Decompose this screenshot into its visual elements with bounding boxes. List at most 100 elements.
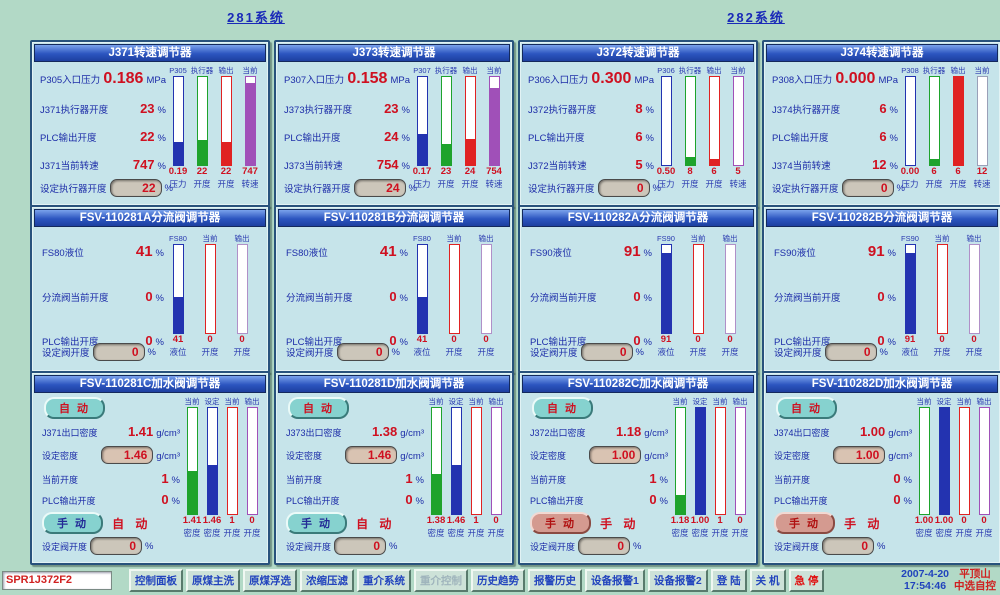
reading-label: 分流阀当前开度 bbox=[42, 293, 109, 304]
toolbar-button-10[interactable]: 设备报警2 bbox=[647, 568, 708, 592]
bar-value: 1.41 bbox=[182, 515, 202, 526]
bar-indicator: 当前 1.00 密度 bbox=[914, 396, 934, 539]
manual-mode-button[interactable]: 手 动 bbox=[774, 512, 836, 534]
bar-value: 1 bbox=[229, 515, 235, 526]
toolbar-button-13[interactable]: 急 停 bbox=[788, 568, 825, 592]
bar-value: 0 bbox=[971, 334, 977, 345]
panel-title: FSV-110281A分流阀调节器 bbox=[34, 209, 266, 227]
bar-top-label: 当前 bbox=[934, 234, 950, 243]
setpoint-unit: % bbox=[145, 540, 154, 552]
bar-value: 0.00 bbox=[900, 166, 920, 177]
panel-j374-speed: J374转速调节器 P308入口压力 0.000 MPa J374执行器开度 6% PLC输… bbox=[762, 40, 1000, 207]
panel-title: FSV-110281B分流阀调节器 bbox=[278, 209, 510, 227]
toolbar-button-8[interactable]: 报警历史 bbox=[528, 568, 582, 592]
setpoint-input[interactable]: 0 bbox=[90, 537, 143, 555]
reading-unit: MPa bbox=[878, 75, 898, 86]
toolbar-button-9[interactable]: 设备报警1 bbox=[585, 568, 645, 592]
bar-track bbox=[708, 76, 720, 166]
reading-label: PLC输出开度 bbox=[772, 133, 829, 144]
density-setpoint-input[interactable]: 1.00 bbox=[833, 446, 886, 464]
manual-mode-button[interactable]: 手 动 bbox=[530, 512, 592, 534]
bar-value: 0 bbox=[939, 334, 945, 345]
setpoint-input[interactable]: 0 bbox=[92, 343, 145, 361]
auto-mode-button[interactable]: 自 动 bbox=[532, 397, 594, 419]
reading-label: PLC输出开度 bbox=[42, 496, 96, 506]
reading-label: P306入口压力 bbox=[528, 75, 589, 86]
bar-top-label: 当前 bbox=[974, 66, 990, 75]
bar-fill bbox=[465, 139, 475, 165]
auto-mode-button[interactable]: 自 动 bbox=[44, 397, 106, 419]
density-setpoint-input[interactable]: 1.46 bbox=[101, 446, 154, 464]
bar-bottom-label: 开度 bbox=[933, 347, 951, 357]
setpoint-input[interactable]: 0 bbox=[822, 537, 875, 555]
density-setpoint-input[interactable]: 1.46 bbox=[345, 446, 398, 464]
toolbar-button-12[interactable]: 关 机 bbox=[749, 568, 786, 592]
reading-unit: g/cm³ bbox=[156, 428, 180, 439]
reading-row: J374当前转速 12% bbox=[772, 157, 898, 172]
bar-value: 1.46 bbox=[202, 515, 222, 526]
setpoint-input[interactable]: 0 bbox=[578, 537, 631, 555]
bar-track bbox=[416, 244, 428, 334]
setpoint-input[interactable]: 24 bbox=[353, 179, 406, 197]
reading-unit: % bbox=[157, 105, 166, 116]
panel-title: FSV-110281D加水阀调节器 bbox=[278, 375, 510, 393]
toolbar-button-6[interactable]: 重介控制 bbox=[414, 568, 468, 592]
bar-top-label: 输出 bbox=[976, 397, 992, 406]
reading-unit: % bbox=[903, 496, 912, 507]
panel-body: 自 动 J372出口密度 1.18 g/cm³ 设定密度 1.00 g/cm³ 当前开度 1% P… bbox=[522, 393, 754, 561]
setpoint-input[interactable]: 0 bbox=[824, 343, 877, 361]
reading-value: 0.158 bbox=[347, 70, 388, 87]
reading-value: 0 bbox=[389, 333, 397, 348]
bar-indicator: 执行器 23 开度 bbox=[434, 65, 458, 190]
bar-indicator: 当前 0 开度 bbox=[682, 233, 714, 358]
setpoint-row: 设定阀开度 0% bbox=[530, 343, 644, 361]
setpoint-input[interactable]: 0 bbox=[841, 179, 894, 197]
panel-fsv-110281d: FSV-110281D加水阀调节器自 动 J373出口密度 1.38 g/cm³ 设定密… bbox=[274, 371, 514, 565]
setpoint-unit: % bbox=[877, 540, 886, 552]
bar-track bbox=[450, 407, 462, 515]
setpoint-input[interactable]: 0 bbox=[334, 537, 387, 555]
brand-line2: 中选自控 bbox=[954, 580, 996, 592]
bar-fill bbox=[929, 158, 939, 165]
toolbar-button-7[interactable]: 历史趋势 bbox=[471, 568, 525, 592]
bar-indicator: 执行器 6 开度 bbox=[922, 65, 946, 190]
setpoint-input[interactable]: 0 bbox=[597, 179, 650, 197]
page-tag-input[interactable]: SPR1J372F2 bbox=[2, 570, 112, 590]
bar-top-label: 当前 bbox=[956, 397, 972, 406]
reading-label: PLC输出开度 bbox=[286, 337, 343, 348]
setpoint-label: 设定阀开度 bbox=[42, 348, 90, 359]
toolbar-button-3[interactable]: 原煤浮选 bbox=[243, 568, 297, 592]
bar-value: 1.38 bbox=[426, 515, 446, 526]
setpoint-input[interactable]: 0 bbox=[580, 343, 633, 361]
reading-value: 0 bbox=[389, 289, 397, 304]
bar-track bbox=[172, 76, 184, 166]
bar-indicator: 输出 6 开度 bbox=[702, 65, 726, 190]
bar-value: 0.19 bbox=[168, 166, 188, 177]
bar-indicator: 执行器 8 开度 bbox=[678, 65, 702, 190]
manual-mode-button[interactable]: 手 动 bbox=[42, 512, 104, 534]
reading-value: 6 bbox=[635, 129, 643, 144]
manual-mode-button[interactable]: 手 动 bbox=[286, 512, 348, 534]
toolbar-button-1[interactable]: 控制面板 bbox=[129, 568, 183, 592]
bar-top-label: 执行器 bbox=[922, 66, 946, 75]
toolbar-button-4[interactable]: 浓缩压滤 bbox=[300, 568, 354, 592]
bar-bottom-label: 液位 bbox=[657, 347, 675, 357]
auto-mode-button[interactable]: 自 动 bbox=[776, 397, 838, 419]
toolbar-button-2[interactable]: 原煤主洗 bbox=[186, 568, 240, 592]
bar-fill bbox=[709, 158, 719, 165]
density-setpoint-input[interactable]: 1.00 bbox=[589, 446, 642, 464]
bar-bottom-label: 开度 bbox=[711, 528, 729, 538]
toolbar-button-5[interactable]: 重介系统 bbox=[357, 568, 411, 592]
system-header-282: 282系统 bbox=[727, 10, 785, 25]
setpoint-input[interactable]: 22 bbox=[109, 179, 162, 197]
reading-value: 0 bbox=[893, 471, 901, 486]
bar-indicator: 当前 1 开度 bbox=[466, 396, 486, 539]
reading-label: J374出口密度 bbox=[774, 428, 830, 438]
panel-body: 自 动 J371出口密度 1.41 g/cm³ 设定密度 1.46 g/cm³ 当前开度 1% P… bbox=[34, 393, 266, 561]
setpoint-input[interactable]: 0 bbox=[336, 343, 389, 361]
bar-indicator: 设定 1.46 密度 bbox=[446, 396, 466, 539]
setpoint-label: 设定阀开度 bbox=[774, 348, 822, 359]
auto-mode-button[interactable]: 自 动 bbox=[288, 397, 350, 419]
panel-title: FSV-110282B分流阀调节器 bbox=[766, 209, 998, 227]
toolbar-button-11[interactable]: 登 陆 bbox=[710, 568, 747, 592]
